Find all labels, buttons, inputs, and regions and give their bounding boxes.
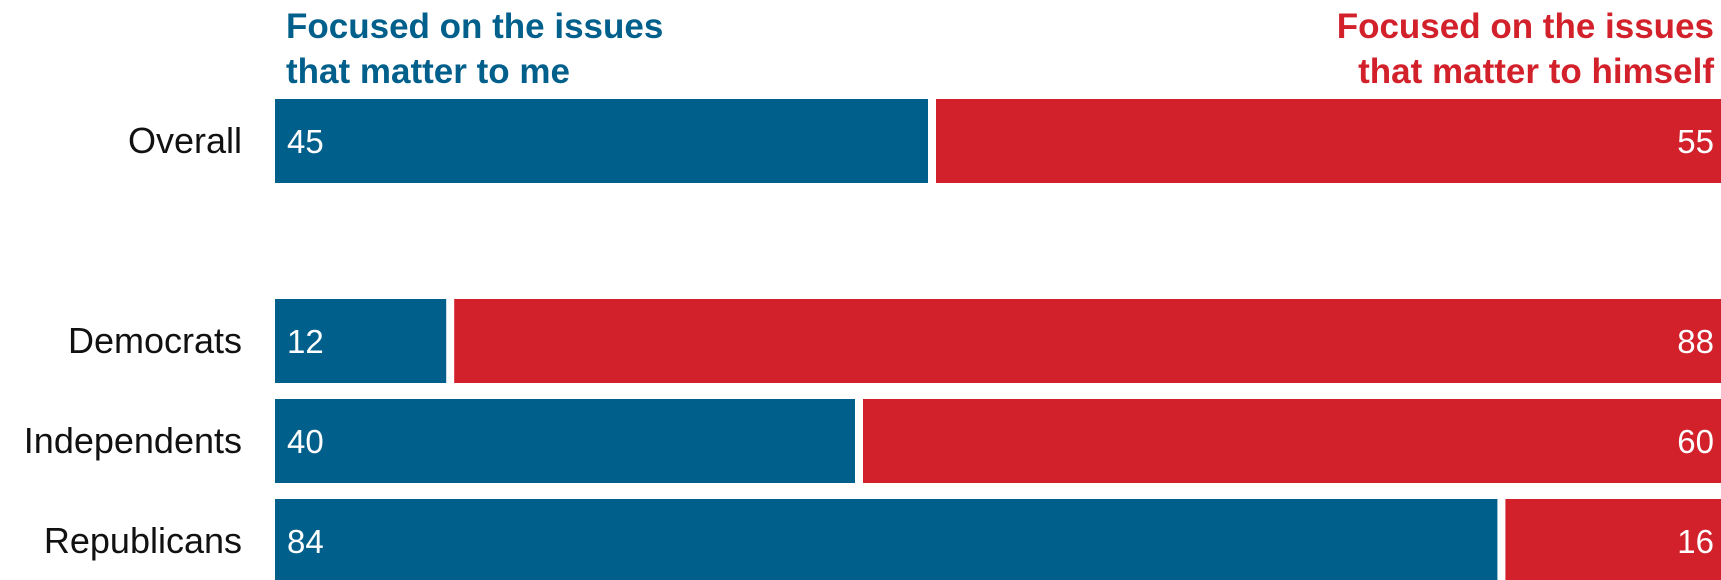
value-label: 55 [1677, 123, 1714, 160]
value-label: 12 [287, 323, 324, 360]
legend-label-left: Focused on the issues that matter to me [286, 7, 663, 91]
category-labels: Overall Democrats Independents Republicans [24, 120, 242, 561]
category-label: Independents [24, 420, 242, 461]
bar-segment-right [454, 299, 1721, 383]
bar-segment-left [275, 99, 928, 183]
value-label: 60 [1677, 423, 1714, 460]
value-label: 45 [287, 123, 324, 160]
bar-segment-left [275, 399, 855, 483]
bar-segment-left [275, 299, 447, 383]
value-labels: 45 55 12 88 40 60 84 16 [287, 123, 1714, 560]
category-label: Overall [128, 120, 242, 161]
bar-segment-right [863, 399, 1721, 483]
value-label: 40 [287, 423, 324, 460]
legend-line: Focused on the issues [286, 7, 663, 46]
value-label: 16 [1677, 523, 1714, 560]
legend-label-right: Focused on the issues that matter to hims… [1337, 7, 1715, 91]
legend: Focused on the issues that matter to meFo… [286, 7, 1714, 91]
legend-line: Focused on the issues [1337, 7, 1714, 46]
legend-line: that matter to me [286, 52, 570, 91]
legend-line: that matter to himself [1358, 52, 1714, 91]
value-label: 84 [287, 523, 324, 560]
category-label: Republicans [44, 520, 242, 561]
bar-segment-right [936, 99, 1721, 183]
category-label: Democrats [68, 320, 242, 361]
bar-segment-right [1505, 499, 1721, 580]
bars [275, 99, 1721, 580]
bar-segment-left [275, 499, 1498, 580]
value-label: 88 [1677, 323, 1714, 360]
